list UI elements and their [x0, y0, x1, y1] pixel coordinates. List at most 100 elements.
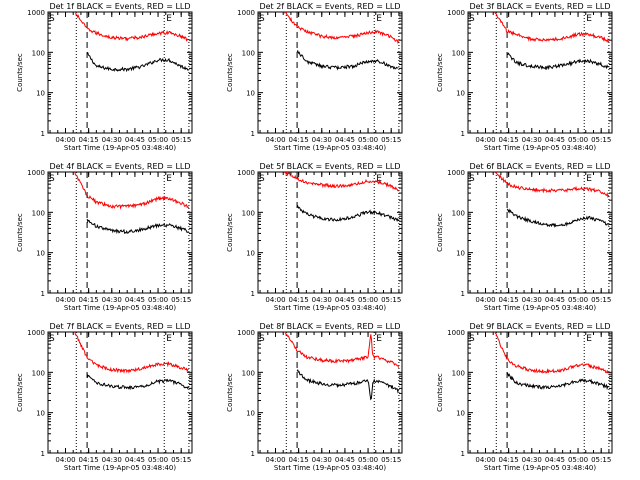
plot-frame [257, 171, 403, 294]
y-tick-label: 1 [41, 290, 45, 298]
y-tick-label: 100 [32, 49, 45, 57]
plot-frame [257, 11, 403, 134]
end-marker-label: E [376, 14, 382, 24]
x-axis-label: Start Time (19-Apr-05 03:48:40) [274, 144, 386, 152]
y-tick-label: 100 [32, 209, 45, 217]
lld-series-line [494, 332, 609, 374]
plot-frame [467, 171, 613, 294]
events-series-line [506, 52, 609, 71]
y-tick-label: 10 [246, 250, 255, 258]
x-tick-label: 04:30 [522, 136, 542, 144]
x-tick-label: 05:15 [591, 136, 611, 144]
y-tick-label: 1 [461, 290, 465, 298]
y-axis-label: Counts/sec [436, 213, 444, 252]
start-marker-label: S [49, 334, 55, 344]
y-tick-label: 1000 [447, 169, 465, 177]
x-tick-label: 04:00 [265, 456, 285, 464]
lld-series-line [494, 172, 610, 199]
events-series-line [86, 218, 189, 235]
x-tick-label: 04:30 [312, 456, 332, 464]
y-tick-label: 1 [251, 450, 255, 458]
x-axis-label: Start Time (19-Apr-05 03:48:40) [274, 464, 386, 472]
panel-3: Det 3f BLACK = Events, RED = LLD 1 10 100 10… [436, 2, 613, 152]
events-series-line [296, 368, 399, 401]
end-marker-label: E [376, 334, 382, 344]
x-tick-label: 05:15 [381, 296, 401, 304]
events-series-line [296, 49, 399, 71]
plot-frame [47, 171, 193, 294]
lld-series-line [284, 332, 400, 368]
x-axis-label: Start Time (19-Apr-05 03:48:40) [484, 144, 596, 152]
panel-title: Det 1f BLACK = Events, RED = LLD [49, 2, 190, 11]
x-tick-label: 04:00 [55, 136, 75, 144]
x-tick-label: 04:45 [125, 456, 145, 464]
x-tick-label: 04:15 [79, 296, 99, 304]
end-marker-label: E [586, 334, 592, 344]
y-tick-label: 100 [32, 369, 45, 377]
events-series-line [296, 204, 399, 223]
x-tick-label: 04:00 [55, 296, 75, 304]
x-tick-label: 04:45 [335, 296, 355, 304]
x-axis-label: Start Time (19-Apr-05 03:48:40) [64, 144, 176, 152]
y-tick-label: 10 [246, 410, 255, 418]
x-tick-label: 04:30 [522, 296, 542, 304]
x-tick-label: 05:00 [148, 456, 168, 464]
y-tick-label: 100 [242, 369, 255, 377]
x-tick-label: 05:00 [358, 136, 378, 144]
y-tick-label: 1 [41, 450, 45, 458]
lld-series-line [74, 12, 189, 42]
x-tick-label: 04:00 [55, 456, 75, 464]
y-tick-label: 100 [452, 49, 465, 57]
x-tick-label: 04:15 [79, 456, 99, 464]
x-tick-label: 05:15 [171, 296, 191, 304]
x-tick-label: 05:15 [381, 456, 401, 464]
y-axis-label: Counts/sec [16, 53, 24, 92]
end-marker-label: E [166, 14, 172, 24]
x-tick-label: 05:00 [568, 136, 588, 144]
panel-8: Det 8f BLACK = Events, RED = LLD 1 10 100 10… [226, 322, 403, 472]
end-marker-label: E [586, 174, 592, 184]
panel-9: Det 9f BLACK = Events, RED = LLD 1 10 100 10… [436, 322, 613, 472]
x-axis-label: Start Time (19-Apr-05 03:48:40) [484, 464, 596, 472]
x-tick-label: 05:15 [171, 456, 191, 464]
end-marker-label: E [166, 334, 172, 344]
x-tick-label: 05:00 [148, 136, 168, 144]
x-tick-label: 05:15 [381, 136, 401, 144]
plot-frame [257, 331, 403, 454]
y-tick-label: 100 [242, 209, 255, 217]
panel-title: Det 7f BLACK = Events, RED = LLD [49, 322, 190, 331]
plot-frame [467, 11, 613, 134]
end-marker-label: E [586, 14, 592, 24]
x-tick-label: 05:00 [148, 296, 168, 304]
plot-frame [47, 11, 193, 134]
x-tick-label: 04:30 [312, 136, 332, 144]
lld-series-line [74, 332, 189, 374]
plot-frame [467, 331, 613, 454]
x-tick-label: 05:00 [568, 456, 588, 464]
events-series-line [86, 373, 189, 391]
start-marker-label: S [49, 14, 55, 24]
y-tick-label: 10 [36, 410, 45, 418]
y-tick-label: 10 [36, 250, 45, 258]
y-tick-label: 10 [246, 90, 255, 98]
panel-5: Det 5f BLACK = Events, RED = LLD 1 10 100 10… [226, 162, 403, 312]
x-tick-label: 04:45 [125, 136, 145, 144]
x-tick-label: 04:30 [102, 136, 122, 144]
panel-2: Det 2f BLACK = Events, RED = LLD 1 10 100 10… [226, 2, 403, 152]
y-tick-label: 1000 [27, 9, 45, 17]
x-axis-label: Start Time (19-Apr-05 03:48:40) [64, 304, 176, 312]
panel-7: Det 7f BLACK = Events, RED = LLD 1 10 100 10… [16, 322, 193, 472]
y-tick-label: 1000 [237, 9, 255, 17]
y-tick-label: 100 [452, 369, 465, 377]
x-tick-label: 04:00 [265, 296, 285, 304]
y-tick-label: 1000 [27, 329, 45, 337]
x-tick-label: 04:45 [335, 136, 355, 144]
panel-title: Det 3f BLACK = Events, RED = LLD [469, 2, 610, 11]
y-axis-label: Counts/sec [16, 213, 24, 252]
x-axis-label: Start Time (19-Apr-05 03:48:40) [484, 304, 596, 312]
plot-frame [47, 331, 193, 454]
y-tick-label: 1 [251, 290, 255, 298]
end-marker-label: E [166, 174, 172, 184]
start-marker-label: S [469, 14, 475, 24]
